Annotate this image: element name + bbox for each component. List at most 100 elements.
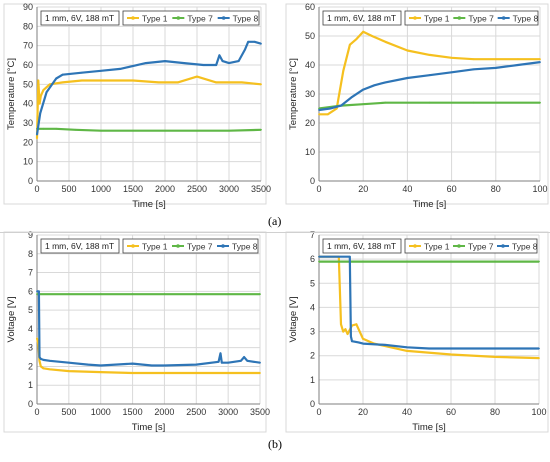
chart-a-left-series-3-point	[247, 40, 250, 43]
chart-b-left-xtick-label: 3000	[218, 407, 238, 417]
chart-a-left-series-2-point	[260, 128, 262, 131]
chart-b-left-series-3-point	[87, 363, 89, 366]
chart-a-right-frame	[285, 3, 549, 205]
chart-b-right-series-3-point	[384, 343, 386, 346]
chart-a-right-series-3-point	[517, 64, 519, 66]
chart-b-left-series-1-point	[42, 367, 45, 370]
chart-b-right-series-3-point	[516, 347, 518, 350]
panel-label-b: (b)	[268, 437, 282, 451]
chart-a-left-series-3-point	[45, 91, 48, 93]
chart-a-left-legend-label: Type 8	[233, 14, 259, 24]
chart-a-left-ytick-label: 20	[23, 137, 33, 147]
chart-a-left-ylabel: Temperature [°C]	[6, 58, 17, 130]
chart-b-left-series-2-point	[36, 293, 38, 296]
chart-b-left-ytick-label: 1	[28, 380, 33, 390]
chart-a-right-legend-box	[404, 10, 539, 26]
chart-a-right-ytick-label: 20	[305, 118, 315, 128]
chart-a-right-ytick-label: 40	[305, 60, 315, 70]
chart-a-left-series-2-point	[196, 129, 198, 132]
chart-a-left-series-3-point	[183, 62, 186, 64]
chart-a-left-ytick-label: 70	[23, 41, 33, 51]
chart-b-left-series-3-point	[48, 359, 51, 362]
chart-b-right-series-3-point	[472, 347, 474, 350]
chart-b-left-series-3-point	[42, 358, 45, 361]
chart-a-left-xtick-label: 1500	[123, 184, 143, 194]
chart-b-right-series-1-point	[342, 330, 345, 333]
chart-a-left-series-3-point	[253, 40, 256, 43]
chart-a-left-ytick-label: 10	[23, 157, 33, 167]
chart-b-left-legend-label: Type 8	[232, 242, 258, 252]
chart-b-right-series-2-point	[450, 260, 452, 263]
chart-b-right-xtick-label: 20	[358, 407, 368, 417]
chart-b-right-series-1-point	[406, 349, 408, 352]
chart-a-left-series-1-point	[61, 81, 64, 84]
chart-a-right-series-1-point	[355, 38, 358, 40]
chart-a-left-series-1-point	[80, 79, 83, 82]
chart-a-right-series-1-point	[472, 58, 475, 61]
chart-b-right-xtick-label: 100	[531, 407, 546, 417]
chart-b-left-xtick-label: 500	[61, 407, 76, 417]
chart-b-right-legend-marker	[501, 244, 505, 248]
chart-a-right-legend-marker	[413, 16, 417, 20]
chart-a-right-series-1-line	[319, 30, 540, 116]
chart-b-right-series-3-point	[406, 346, 408, 349]
chart-b-right-series-3-point	[351, 340, 353, 343]
chart-b-left-ytick-label: 8	[28, 249, 33, 259]
chart-b-left-xtick-label: 1500	[123, 407, 143, 417]
chart-b-left-xlabel: Time [s]	[132, 422, 165, 433]
chart-a-right-series-1-point	[362, 30, 365, 33]
chart-a-left-series-3-point	[61, 73, 64, 76]
chart-b-left-series-3-point	[219, 352, 222, 355]
chart-a-right-series-3-point	[539, 61, 541, 63]
chart-a-right-series-3-point	[340, 104, 342, 107]
chart-a-right-xtick-label: 60	[447, 184, 457, 194]
chart-b-left-xtick-label: 3500	[250, 407, 270, 417]
chart-a-right-series-2-point	[539, 101, 541, 104]
chart-b-left-series-3-point	[131, 362, 134, 365]
chart-b-left-series-1-point	[259, 372, 261, 374]
chart-a-left-series-1-point	[39, 95, 42, 97]
chart-a-right-ytick-label: 30	[305, 89, 315, 99]
chart-b-left-annotation-box	[40, 238, 120, 254]
chart-b-left-series-3-point	[227, 361, 230, 364]
chart-a-left-ytick-label: 60	[23, 60, 33, 70]
chart-b-left-series-1-point	[38, 359, 41, 362]
chart-b-right-ytick-label: 0	[310, 399, 315, 409]
chart-a-left-series-2-point	[42, 127, 45, 130]
chart-b-right-annotation: 1 mm, 6V, 188 mT	[327, 241, 396, 251]
chart-a-right-series-1-point	[371, 35, 373, 37]
chart-b-right-ytick-label: 4	[310, 302, 315, 312]
chart-b-left-series-1-point	[195, 372, 198, 374]
chart-a-left-series-1-point	[36, 137, 38, 140]
chart-b-right-legend-label: Type 1	[424, 242, 450, 252]
chart-b-left-xtick-label: 2000	[154, 407, 174, 417]
chart-b-right-series-2-point	[362, 260, 364, 263]
chart-a-right-series-3-point	[494, 67, 497, 69]
chart-a-left-ytick-label: 40	[23, 99, 33, 109]
chart-b-left-series-1-point	[163, 372, 166, 374]
chart-a-right-series-1-point	[494, 58, 497, 61]
chart-a-right-annotation: 1 mm, 6V, 188 mT	[327, 13, 396, 23]
chart-b-left-series-2-point	[195, 293, 198, 296]
chart-b-left-ytick-label: 5	[28, 305, 33, 315]
chart-b-left-ytick-label: 9	[28, 230, 33, 240]
chart-a-left-series-3-point	[55, 77, 58, 80]
chart-b-left-frame	[3, 231, 267, 433]
chart-a-right-series-3-line	[318, 61, 541, 112]
chart-a-left-series-1-point	[240, 81, 243, 84]
chart-a-left-series-2-point	[164, 129, 166, 132]
chart-a-left-legend-label: Type 7	[187, 14, 213, 24]
chart-a-right-series-1-point	[428, 53, 431, 56]
chart-a-right-series-3-point	[406, 77, 409, 79]
chart-a-left-ytick-label: 80	[23, 21, 33, 31]
chart-a-right-series-3-point	[472, 68, 475, 71]
chart-a-left-ytick-label: 30	[23, 118, 33, 128]
chart-b-right-series-1-point	[346, 333, 349, 335]
chart-a-left-series-1-point	[157, 81, 160, 84]
chart-b-right-legend-label: Type 8	[512, 242, 538, 252]
chart-b-left-legend-marker	[176, 244, 180, 248]
chart-a-right-ytick-label: 60	[305, 2, 315, 12]
chart-a-left-series-2-line	[37, 127, 262, 132]
chart-a-left-series-2-point	[132, 129, 134, 132]
chart-b-left-ytick-label: 6	[28, 286, 33, 296]
